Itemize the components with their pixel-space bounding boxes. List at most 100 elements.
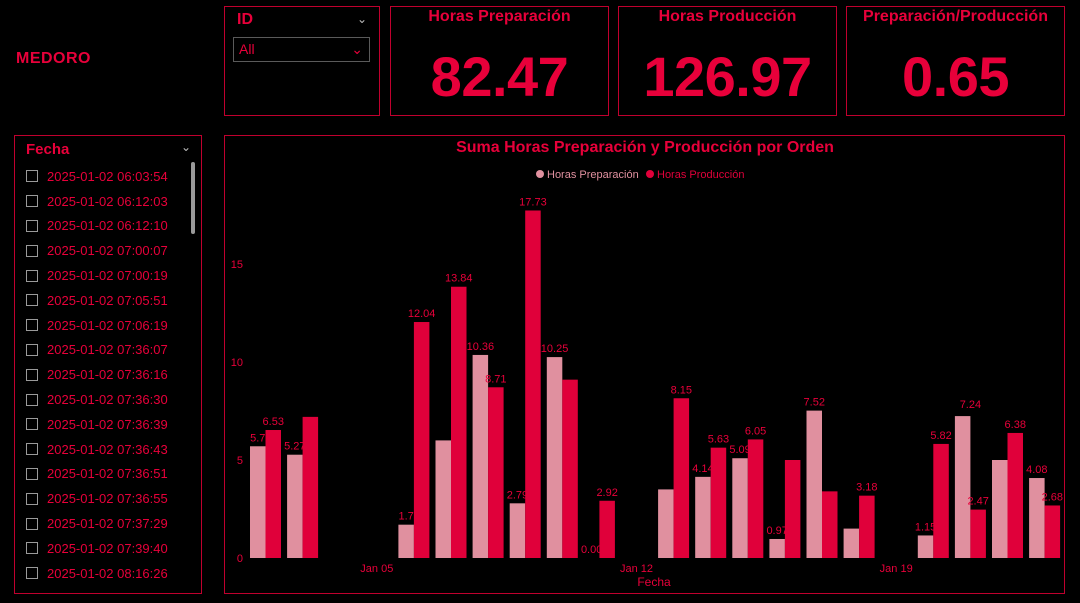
data-label: 7.24	[960, 399, 981, 411]
checkbox[interactable]	[26, 244, 38, 257]
bar-horas-produccion[interactable]	[1007, 432, 1024, 558]
kpi-value: 0.65	[902, 45, 1010, 108]
bar-horas-preparacion[interactable]	[250, 446, 266, 558]
checkbox[interactable]	[26, 195, 38, 208]
bar-horas-preparacion[interactable]	[843, 528, 860, 558]
bar-horas-produccion[interactable]	[302, 416, 319, 558]
fecha-list-item-label: 2025-01-02 07:39:40	[47, 540, 168, 556]
chevron-down-icon[interactable]: ⌄	[180, 140, 191, 154]
bar-horas-produccion[interactable]	[562, 379, 578, 558]
checkbox[interactable]	[26, 517, 38, 530]
bar-horas-produccion[interactable]	[710, 447, 727, 558]
bar-horas-preparacion[interactable]	[472, 354, 489, 558]
kpi-card-ratio: Preparación/Producción 0.65	[846, 6, 1065, 116]
y-tick-label: 10	[231, 357, 243, 369]
fecha-list-item-label: 2025-01-02 07:05:51	[47, 292, 168, 308]
y-tick-label: 0	[237, 553, 243, 565]
fecha-list-item[interactable]: 2025-01-02 08:16:26	[26, 561, 201, 586]
fecha-list-item[interactable]: 2025-01-02 06:12:03	[26, 189, 201, 214]
checkbox[interactable]	[26, 368, 38, 381]
fecha-list-item[interactable]: 2025-01-02 07:37:29	[26, 511, 201, 536]
medoro-logo: MEDORO	[16, 50, 91, 67]
fecha-list-item-label: 2025-01-02 07:36:51	[47, 466, 168, 482]
bar-horas-preparacion[interactable]	[769, 538, 785, 558]
bar-horas-preparacion[interactable]	[287, 454, 303, 558]
fecha-list-item[interactable]: 2025-01-02 07:00:19	[26, 263, 201, 288]
bar-horas-produccion[interactable]	[747, 439, 764, 558]
bar-horas-preparacion[interactable]	[806, 410, 823, 558]
fecha-list-item[interactable]: 2025-01-02 07:36:39	[26, 412, 201, 437]
bar-horas-produccion[interactable]	[859, 495, 875, 558]
bar-horas-produccion[interactable]	[784, 460, 801, 558]
bar-horas-preparacion[interactable]	[1029, 478, 1045, 558]
scrollbar-thumb[interactable]	[191, 162, 195, 234]
bar-horas-produccion[interactable]	[822, 491, 838, 558]
fecha-list-item[interactable]: 2025-01-02 07:06:19	[26, 313, 201, 338]
checkbox[interactable]	[26, 418, 38, 431]
bar-horas-produccion[interactable]	[265, 430, 282, 558]
bar-horas-preparacion[interactable]	[658, 489, 674, 558]
checkbox[interactable]	[26, 269, 38, 282]
fecha-list-item-label: 2025-01-02 06:12:03	[47, 193, 168, 209]
checkbox[interactable]	[26, 319, 38, 332]
bar-horas-produccion[interactable]	[413, 322, 430, 558]
bar-horas-produccion[interactable]	[970, 509, 986, 558]
fecha-list-item[interactable]: 2025-01-02 07:36:30	[26, 387, 201, 412]
fecha-list-item-label: 2025-01-02 07:00:07	[47, 243, 168, 259]
fecha-list-item[interactable]: 2025-01-02 07:39:40	[26, 536, 201, 561]
id-dropdown[interactable]: All ⌄	[233, 37, 370, 62]
data-label: 10.36	[467, 341, 495, 353]
bar-horas-produccion[interactable]	[525, 210, 541, 558]
bar-horas-preparacion[interactable]	[546, 357, 563, 558]
bar-horas-produccion[interactable]	[488, 387, 504, 558]
fecha-list-item[interactable]: 2025-01-02 07:00:07	[26, 238, 201, 263]
checkbox[interactable]	[26, 467, 38, 480]
checkbox[interactable]	[26, 492, 38, 505]
checkbox[interactable]	[26, 219, 38, 232]
checkbox[interactable]	[26, 393, 38, 406]
fecha-list-item[interactable]: 2025-01-02 07:36:43	[26, 437, 201, 462]
bar-horas-preparacion[interactable]	[398, 524, 414, 558]
x-tick-label: Jan 05	[360, 563, 393, 575]
bar-chart: Suma Horas Preparación y Producción por …	[231, 139, 1063, 589]
bar-horas-produccion[interactable]	[451, 286, 467, 558]
bar-horas-produccion[interactable]	[599, 500, 615, 558]
x-axis: Jan 05 Jan 12 Jan 19	[360, 563, 912, 575]
bar-horas-preparacion[interactable]	[732, 458, 748, 558]
checkbox[interactable]	[26, 542, 38, 555]
bar-horas-produccion[interactable]	[673, 398, 690, 558]
fecha-list-item[interactable]: 2025-01-02 07:36:55	[26, 486, 201, 511]
data-label: 2.47	[967, 496, 988, 508]
fecha-list-item-label: 2025-01-02 06:03:54	[47, 168, 168, 184]
slicer-collapse-icon[interactable]: ⌄	[356, 12, 367, 26]
y-tick-label: 5	[237, 455, 243, 467]
data-label: 3.18	[856, 482, 877, 494]
bar-horas-preparacion[interactable]	[695, 476, 711, 558]
fecha-list-item[interactable]: 2025-01-02 07:36:07	[26, 338, 201, 363]
data-label: 6.38	[1005, 419, 1026, 431]
bar-horas-preparacion[interactable]	[992, 460, 1008, 558]
fecha-list-item[interactable]: 2025-01-02 07:36:16	[26, 362, 201, 387]
data-label: 8.71	[485, 373, 506, 385]
bar-horas-preparacion[interactable]	[509, 503, 526, 558]
checkbox[interactable]	[26, 443, 38, 456]
checkbox[interactable]	[26, 343, 38, 356]
fecha-list-item[interactable]: 2025-01-02 07:05:51	[26, 288, 201, 313]
checkbox[interactable]	[26, 294, 38, 307]
fecha-list-item[interactable]: 2025-01-02 06:03:54	[26, 164, 201, 189]
fecha-list-item[interactable]: 2025-01-02 06:12:10	[26, 214, 201, 239]
data-label: 6.05	[745, 425, 766, 437]
fecha-list-item[interactable]: 2025-01-02 07:36:51	[26, 462, 201, 487]
bar-horas-preparacion[interactable]	[435, 440, 452, 558]
chart-title: Suma Horas Preparación y Producción por …	[456, 139, 834, 156]
bar-horas-preparacion[interactable]	[954, 416, 971, 558]
bar-horas-preparacion[interactable]	[917, 535, 934, 558]
data-label: 6.53	[263, 416, 284, 428]
checkbox[interactable]	[26, 567, 38, 580]
checkbox[interactable]	[26, 170, 38, 183]
x-axis-title: Fecha	[637, 575, 671, 589]
id-slicer-title: ID	[237, 11, 253, 28]
fecha-list-item-label: 2025-01-02 07:36:30	[47, 392, 168, 408]
bar-horas-produccion[interactable]	[1044, 505, 1061, 558]
bar-horas-produccion[interactable]	[933, 443, 949, 558]
